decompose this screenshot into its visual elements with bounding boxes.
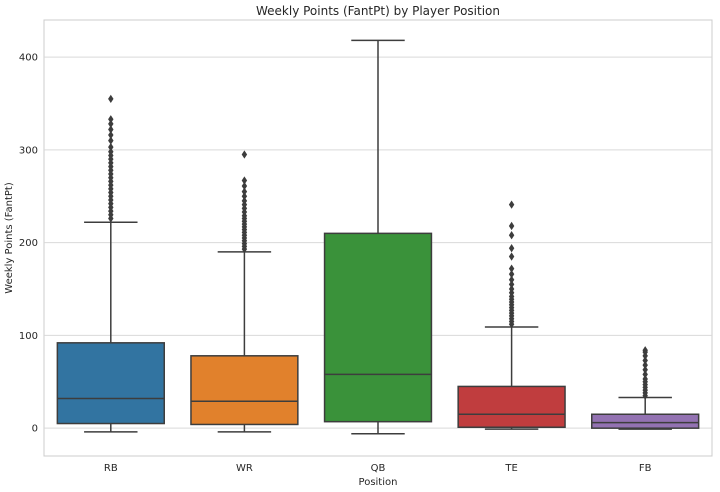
y-tick-label: 100 — [19, 331, 38, 342]
outlier-point — [508, 221, 515, 231]
box-group — [457, 200, 566, 430]
y-tick-label: 200 — [19, 238, 38, 249]
outlier-point — [241, 181, 248, 191]
box-group — [323, 39, 433, 435]
box-iqr — [323, 232, 433, 423]
box-group — [190, 150, 299, 433]
outlier-point — [508, 270, 515, 279]
outlier-point — [241, 196, 248, 206]
tick-layer: 0 100 200 300 400 RB WR QB TE FB — [19, 53, 652, 474]
outlier-point — [241, 187, 248, 196]
outlier-point — [508, 280, 515, 289]
box-iqr — [457, 385, 566, 428]
outlier-point — [508, 275, 515, 284]
x-tick-label: WR — [236, 463, 253, 474]
outlier-point — [108, 142, 114, 152]
outlier-point — [508, 244, 515, 253]
outlier-point — [108, 115, 114, 124]
x-tick-label: RB — [104, 463, 118, 474]
box-iqr — [56, 342, 165, 425]
outlier-point — [508, 284, 515, 294]
outlier-point — [508, 231, 515, 240]
x-axis-label: Position — [359, 477, 398, 488]
y-tick-label: 300 — [19, 145, 38, 156]
outlier-point — [642, 346, 648, 355]
outlier-point — [642, 374, 648, 384]
outlier-point — [642, 370, 648, 379]
outlier-point — [642, 365, 648, 374]
chart-title: Weekly Points (FantPt) by Player Positio… — [256, 4, 500, 18]
box-iqr — [591, 413, 700, 429]
outlier-point — [508, 200, 515, 209]
box-layer — [56, 39, 700, 435]
y-tick-label: 400 — [19, 53, 38, 64]
box-group — [56, 94, 165, 433]
outlier-point — [508, 252, 515, 261]
box-group — [591, 346, 700, 430]
outlier-point — [108, 119, 114, 129]
box-iqr — [190, 355, 299, 426]
y-tick-label: 0 — [32, 424, 38, 435]
outlier-point — [108, 130, 114, 140]
outlier-point — [508, 264, 515, 273]
outlier-point — [108, 147, 114, 156]
x-tick-label: TE — [504, 463, 517, 474]
outlier-point — [241, 150, 248, 159]
outlier-point — [108, 136, 114, 145]
x-tick-label: QB — [371, 463, 386, 474]
x-tick-label: FB — [639, 463, 652, 474]
outlier-point — [241, 176, 248, 185]
outlier-point — [108, 94, 114, 104]
outlier-point — [241, 192, 248, 201]
outlier-point — [642, 360, 648, 370]
outlier-point — [642, 356, 648, 365]
outlier-point — [108, 125, 114, 134]
y-axis-label: Weekly Points (FantPt) — [4, 182, 15, 294]
